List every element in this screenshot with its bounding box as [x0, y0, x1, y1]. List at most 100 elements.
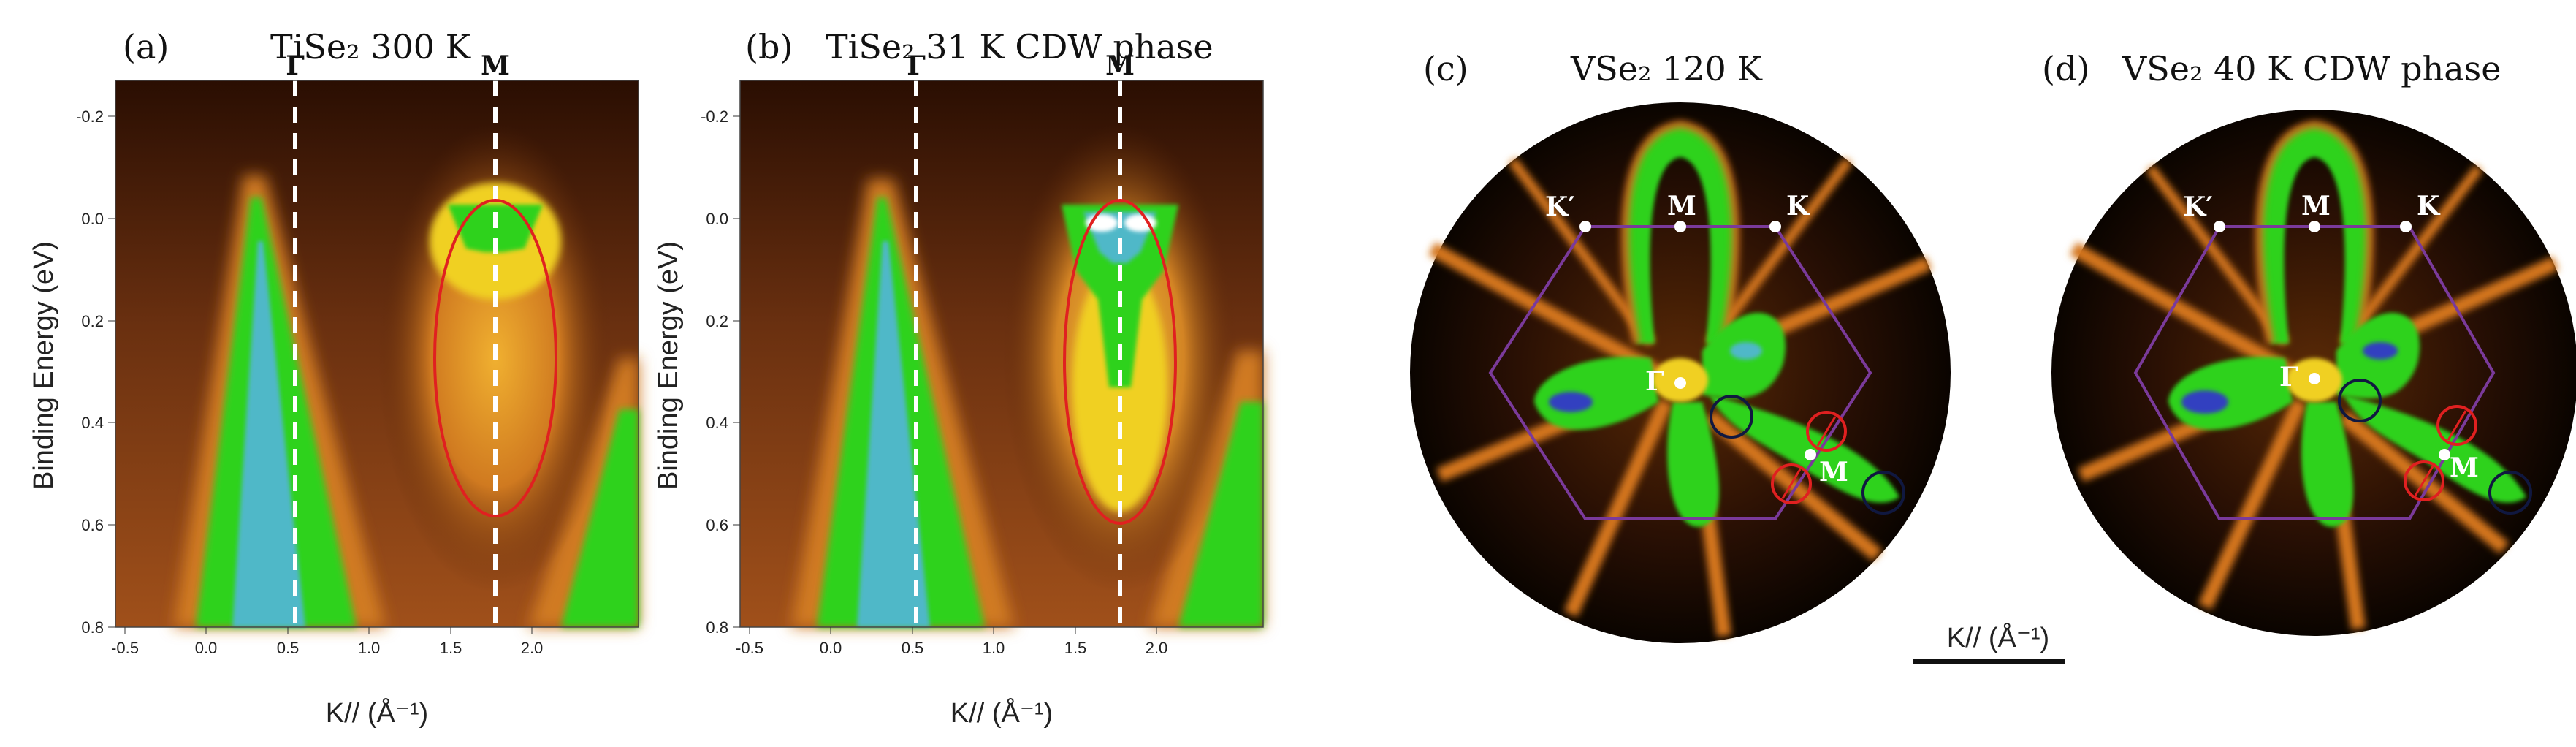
ytick-label: -0.2	[76, 107, 104, 126]
xtick-label: -0.5	[736, 639, 763, 657]
marker-m: M	[1105, 50, 1135, 81]
ytick-label: -0.2	[701, 107, 728, 126]
panel-b: (b) TiSe₂ 31 K CDW phase Binding Energy …	[653, 27, 1264, 729]
panel-c: (c) VSe₂ 120 K	[1410, 49, 1951, 643]
band-left-cyan	[232, 241, 305, 627]
fs-arm-right	[2344, 395, 2526, 503]
fs-lobe-left-blue	[1549, 392, 1593, 412]
band-right-green	[1178, 402, 1263, 627]
ytick-label: 0.4	[706, 414, 728, 432]
scale-bar: K// (Å⁻¹)	[1913, 621, 2065, 664]
m-top-green	[448, 205, 543, 252]
fs-top-loop-outer	[1621, 120, 1739, 344]
xtick-label: 2.0	[1146, 639, 1168, 657]
pt-gamma	[2309, 373, 2320, 384]
pt-m-side	[1805, 449, 1816, 460]
ytick-label: 0.0	[81, 210, 104, 228]
red-slash-upper	[1816, 416, 1837, 447]
label-gamma: Γ	[2279, 362, 2298, 393]
red-slash-lower	[2414, 466, 2434, 496]
black-circle-inner	[2338, 379, 2382, 422]
label-kprime: K′	[1545, 192, 1575, 222]
panel-title: TiSe₂ 300 K	[270, 27, 472, 67]
xlabel: K// (Å⁻¹)	[326, 697, 428, 729]
marker-gamma: Γ	[286, 50, 305, 81]
fermi-map: K′ M K Γ M	[2051, 110, 2576, 636]
ytick-label: 0.2	[706, 312, 728, 330]
fs-top-loop	[2259, 124, 2370, 344]
fs-top-loop	[1625, 124, 1736, 344]
panel-a: (a) TiSe₂ 300 K Binding Energy (eV)	[28, 27, 639, 729]
ytick-label: 0.8	[81, 618, 104, 637]
m-top-white-r	[1124, 214, 1156, 232]
xtick-label: 0.0	[195, 639, 218, 657]
ytick-label: 0.2	[81, 312, 104, 330]
scale-bar-label: K// (Å⁻¹)	[1947, 621, 2049, 653]
panel-label: (d)	[2042, 49, 2089, 88]
panel-label: (a)	[123, 27, 169, 67]
plot-frame	[115, 80, 639, 628]
xtick-label: 0.0	[820, 639, 842, 657]
pt-kprime	[1579, 221, 1591, 232]
xtick-label: 1.0	[983, 639, 1005, 657]
band-right-green	[561, 409, 639, 627]
marker-m: M	[481, 50, 510, 81]
pt-k	[2400, 221, 2412, 232]
ytick-label: 0.6	[81, 516, 104, 534]
label-m-side: M	[2450, 452, 2479, 483]
xtick-label: 1.5	[440, 639, 462, 657]
xtick-label: -0.5	[111, 639, 139, 657]
xlabel: K// (Å⁻¹)	[950, 697, 1053, 729]
y-ticks: -0.2 0.0 0.2 0.4 0.6 0.8	[701, 107, 740, 637]
pt-gamma	[1674, 377, 1686, 389]
ytick-label: 0.6	[706, 516, 728, 534]
panel-title: VSe₂ 40 K CDW phase	[2122, 49, 2501, 88]
panel-title: TiSe₂ 31 K CDW phase	[826, 27, 1213, 67]
xtick-label: 1.0	[358, 639, 381, 657]
xtick-label: 0.5	[277, 639, 300, 657]
highlight-ellipse	[433, 199, 557, 517]
label-k: K	[1786, 191, 1810, 221]
label-m-top: M	[1667, 191, 1696, 221]
ylabel: Binding Energy (eV)	[28, 241, 59, 490]
xtick-label: 1.5	[1064, 639, 1087, 657]
pt-m-top	[1674, 221, 1686, 232]
highlight-ellipse	[1063, 199, 1177, 525]
red-slash-upper	[2447, 410, 2467, 441]
fs-lobe-right-blue	[2363, 342, 2398, 360]
band-left-cyan	[857, 241, 930, 627]
fs-lobe-right-blue	[1730, 342, 1762, 360]
panel-d: (d) VSe₂ 40 K CDW phase	[2042, 49, 2576, 636]
fs-lobe-left-blue	[2181, 390, 2228, 414]
xtick-label: 2.0	[521, 639, 544, 657]
ytick-label: 0.8	[706, 618, 728, 637]
label-k: K	[2417, 191, 2441, 221]
ylabel: Binding Energy (eV)	[653, 241, 684, 490]
fs-arm-right	[1710, 395, 1899, 503]
red-circle-upper	[1806, 411, 1847, 452]
pt-k	[1769, 221, 1781, 232]
black-circle-outer	[1861, 471, 1905, 515]
marker-gamma: Γ	[907, 50, 926, 81]
y-ticks: -0.2 0.0 0.2 0.4 0.6 0.8	[76, 107, 115, 637]
pt-m-side	[2439, 449, 2450, 460]
black-circle-inner	[1710, 395, 1753, 439]
fs-lobe-bottom	[1667, 402, 1720, 527]
x-ticks: -0.5 0.0 0.5 1.0 1.5 2.0	[736, 627, 1167, 657]
pt-kprime	[2214, 221, 2225, 232]
red-slash-lower	[1781, 469, 1802, 499]
plot-area: -0.2 0.0 0.2 0.4 0.6 0.8 -0.5 0.0 0.5 1.…	[76, 50, 639, 657]
red-circle-upper	[2436, 405, 2477, 446]
pt-m-top	[2309, 221, 2320, 232]
intensity-map	[791, 124, 1263, 627]
label-m-top: M	[2301, 191, 2331, 221]
ytick-label: 0.0	[706, 210, 728, 228]
ytick-label: 0.4	[81, 414, 104, 432]
panel-label: (b)	[745, 27, 793, 67]
fs-top-loop-outer	[2255, 120, 2374, 344]
black-circle-outer	[2488, 471, 2532, 515]
plot-frame	[739, 80, 1264, 628]
fermi-map: K′ M K Γ M	[1410, 102, 1951, 643]
fs-lobe-bottom	[2301, 402, 2354, 527]
